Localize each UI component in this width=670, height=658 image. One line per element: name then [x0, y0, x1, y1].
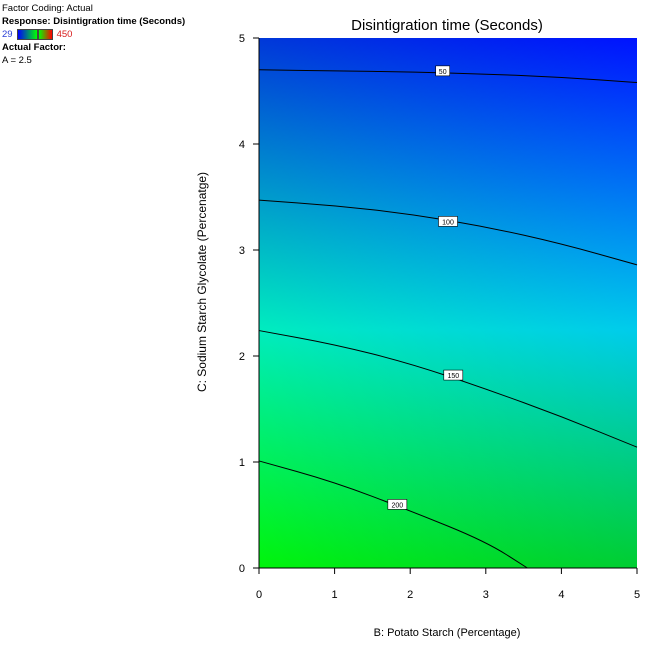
x-tick-label: 5	[634, 589, 640, 601]
x-tick-label: 0	[256, 589, 262, 601]
contour-line-150	[258, 330, 638, 448]
contour-line-200	[258, 460, 528, 569]
y-tick-label: 2	[239, 351, 245, 363]
legend-high-value: 450	[56, 29, 73, 40]
info-panel: Factor Coding: Actual Response: Disintig…	[2, 2, 185, 67]
x-tick-label: 4	[558, 589, 564, 601]
contour-label-box-100	[438, 216, 458, 227]
x-tick-label: 3	[483, 589, 489, 601]
contour-label-150: 150	[447, 373, 459, 380]
x-tick-label: 2	[407, 589, 413, 601]
legend-gradient-blue-green	[16, 29, 38, 40]
contour-lines: 50 100 150 200	[258, 65, 638, 569]
y-tick-label: 0	[239, 563, 245, 575]
plot-area	[259, 38, 637, 568]
contour-label-100: 100	[442, 219, 454, 226]
contour-line-50	[258, 69, 638, 84]
y-tick-label: 1	[239, 457, 245, 469]
response-text: Response: Disintigration time (Seconds)	[2, 16, 186, 27]
contour-line-100	[258, 199, 638, 266]
actual-factor-value: A = 2.5	[2, 55, 32, 66]
y-tick-label: 5	[239, 33, 245, 45]
y-tick-label: 4	[239, 139, 245, 151]
actual-factor-heading: Actual Factor:	[2, 42, 66, 53]
contour-label-50: 50	[439, 69, 447, 76]
contour-label-box-200	[387, 499, 408, 510]
contour-label-box-150	[443, 369, 464, 381]
x-axis-label: B: Potato Starch (Percentage)	[374, 627, 521, 639]
y-axis-label: C: Sodium Starch Glycolate (Percenatge)	[195, 172, 209, 392]
legend-gradient-green-red	[37, 29, 53, 40]
contour-label-200: 200	[392, 502, 404, 509]
contour-label-box-50	[435, 65, 451, 77]
x-tick-label: 1	[332, 589, 338, 601]
color-legend: 29 450	[2, 28, 185, 41]
factor-coding-text: Factor Coding: Actual	[2, 3, 93, 14]
y-tick-label: 3	[239, 245, 245, 257]
chart-title: Disintigration time (Seconds)	[351, 17, 543, 34]
legend-low-value: 29	[2, 29, 13, 40]
plot-fill-shading	[259, 38, 637, 568]
